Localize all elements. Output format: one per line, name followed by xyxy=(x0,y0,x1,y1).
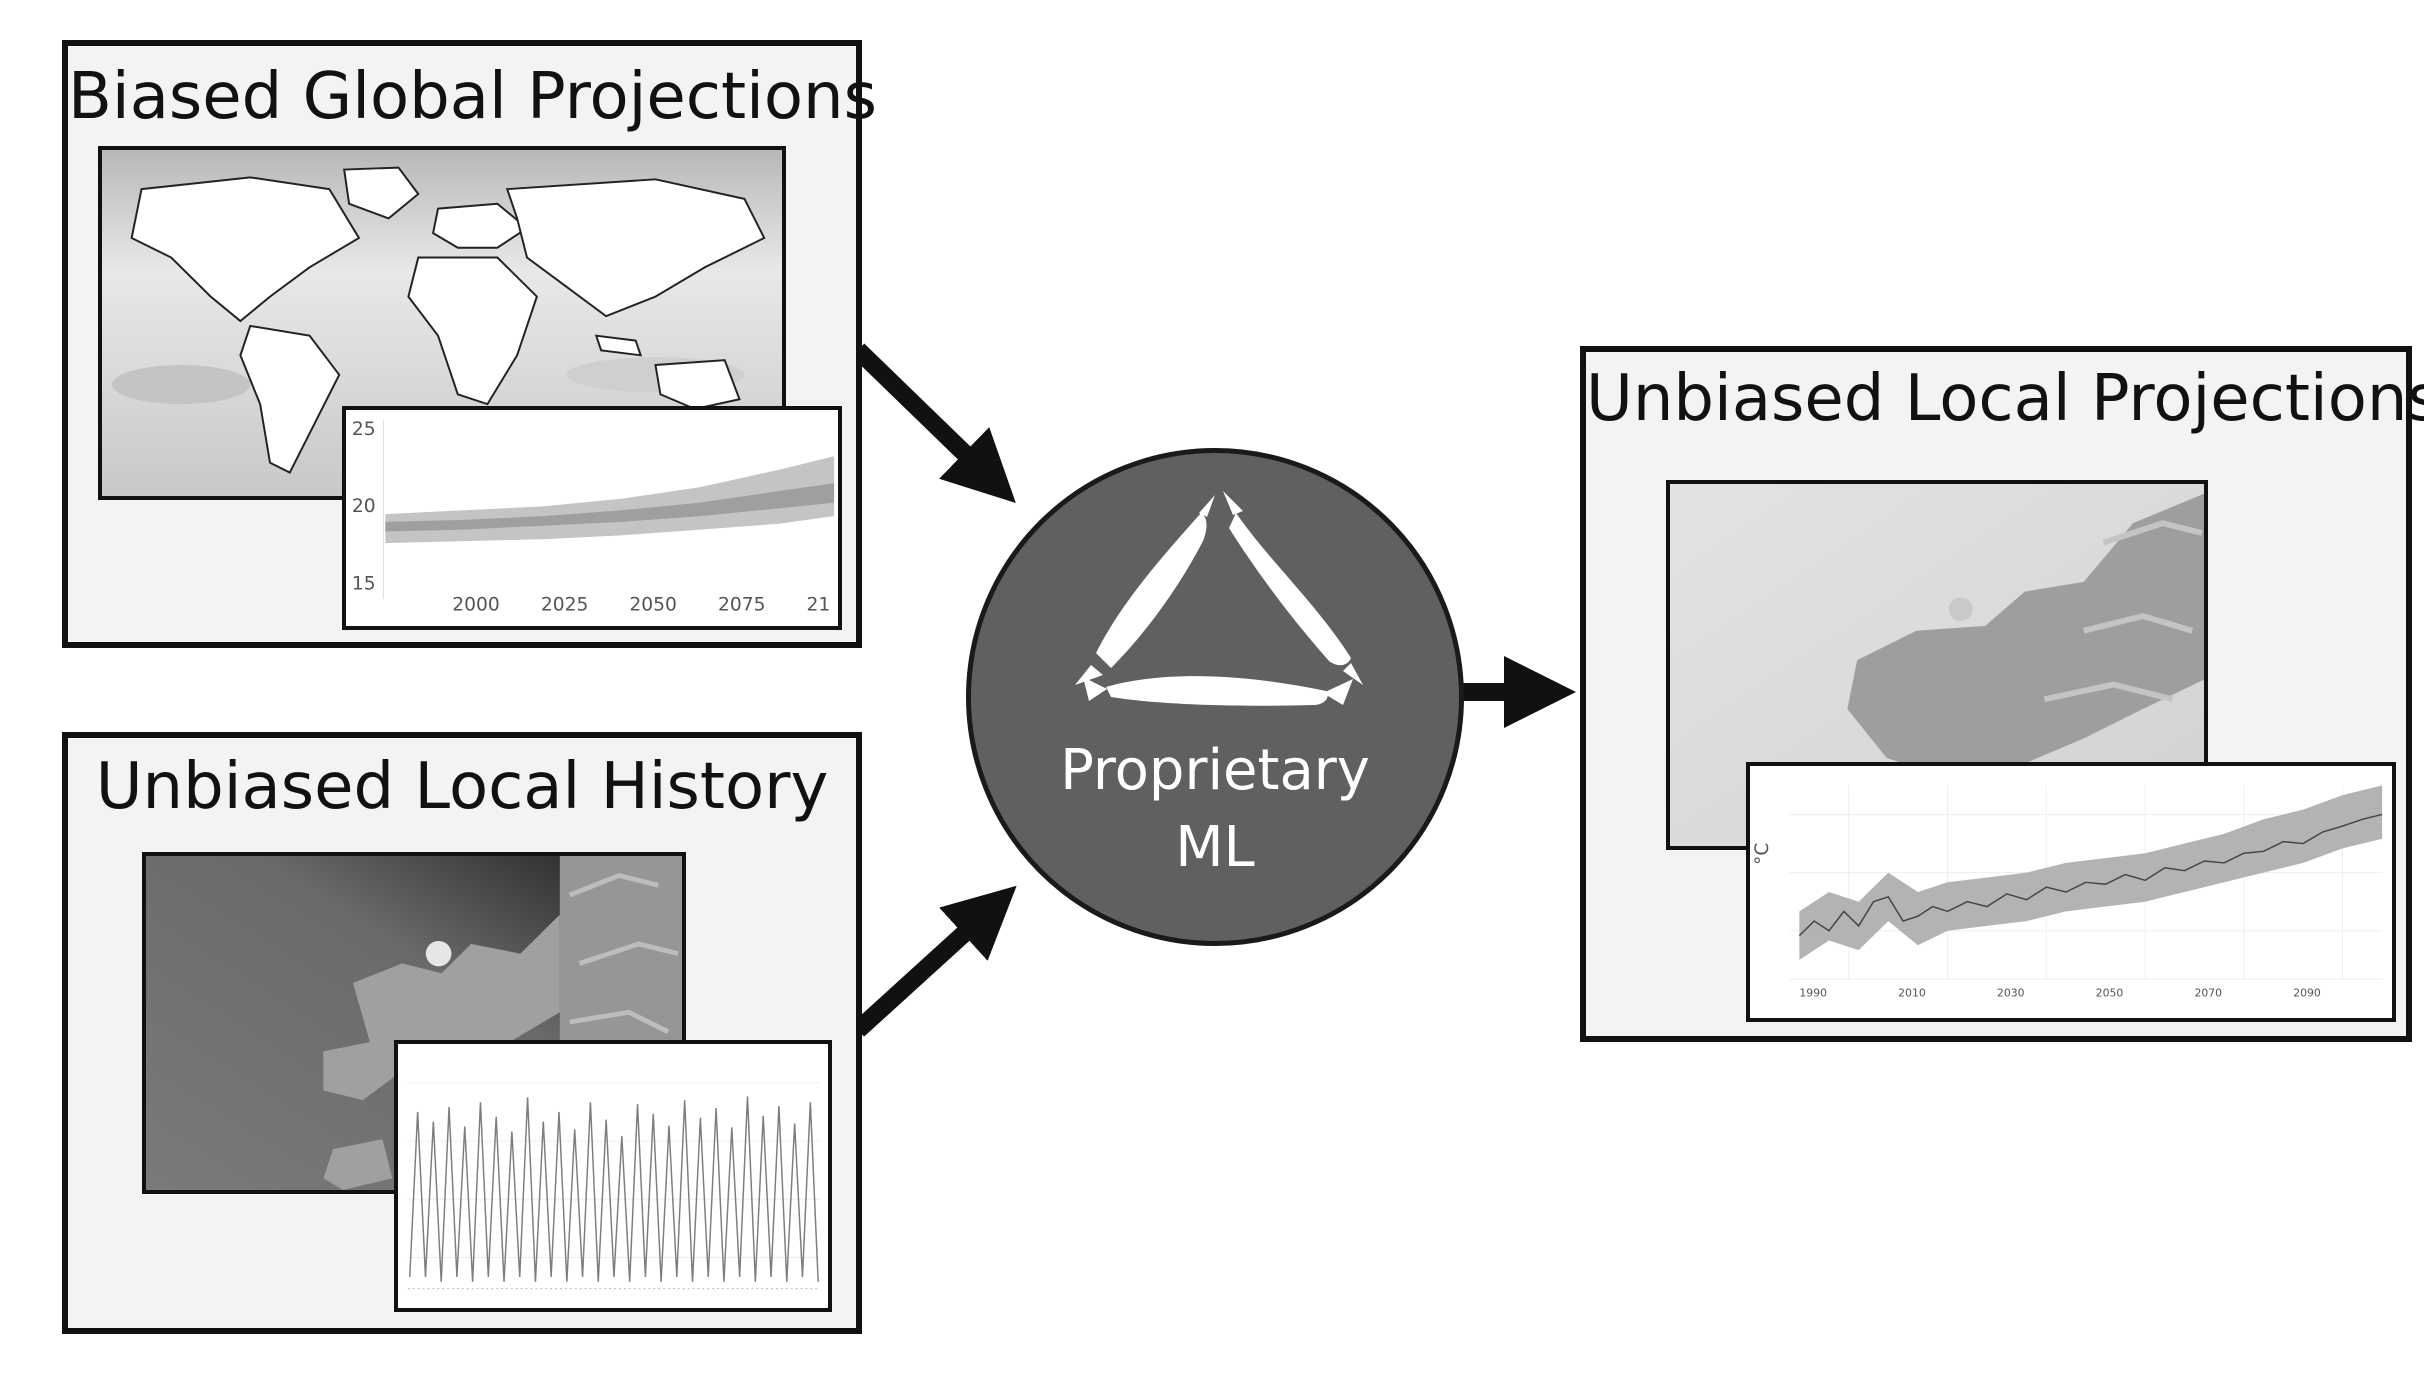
y-tick-25: 25 xyxy=(352,419,376,440)
x-tick-2075: 2075 xyxy=(718,595,766,616)
local-projections-title: Unbiased Local Projections xyxy=(1586,362,2424,436)
svg-text:2010: 2010 xyxy=(1898,987,1926,1000)
global-projections-panel: Biased Global Projections xyxy=(62,40,877,648)
svg-text:2030: 2030 xyxy=(1997,987,2025,1000)
y-tick-15: 15 xyxy=(352,574,376,595)
svg-text:1990: 1990 xyxy=(1799,987,1827,1000)
x-tick-2025: 2025 xyxy=(541,595,589,616)
local-projections-trend-chart: °C 1990 2010 2030 2050 2070 2090 xyxy=(1746,762,2396,1022)
hub-label-line1: Proprietary xyxy=(1060,738,1370,803)
svg-text:2090: 2090 xyxy=(2293,987,2321,1000)
x-tick-2000: 2000 xyxy=(452,595,500,616)
global-projections-title: Biased Global Projections xyxy=(68,60,877,134)
svg-text:2050: 2050 xyxy=(2096,987,2124,1000)
y-axis-unit: °C xyxy=(1752,843,1773,865)
y-tick-20: 20 xyxy=(352,496,376,517)
proprietary-ml-hub: Proprietary ML xyxy=(966,448,1464,946)
local-projections-panel: Unbiased Local Projections xyxy=(1580,346,2424,1042)
local-history-seasonal-chart xyxy=(394,1040,832,1312)
fish-cycle-icon xyxy=(1075,491,1363,706)
hub-label-line2: ML xyxy=(1175,815,1255,880)
x-tick-2050: 2050 xyxy=(629,595,677,616)
svg-text:2070: 2070 xyxy=(2194,987,2222,1000)
global-timeseries-chart: 25 20 15 2000 2025 2050 2075 21 xyxy=(342,406,842,630)
local-history-title: Unbiased Local History xyxy=(95,750,829,824)
x-tick-21: 21 xyxy=(807,595,831,616)
local-history-panel: Unbiased Local History xyxy=(62,732,862,1334)
